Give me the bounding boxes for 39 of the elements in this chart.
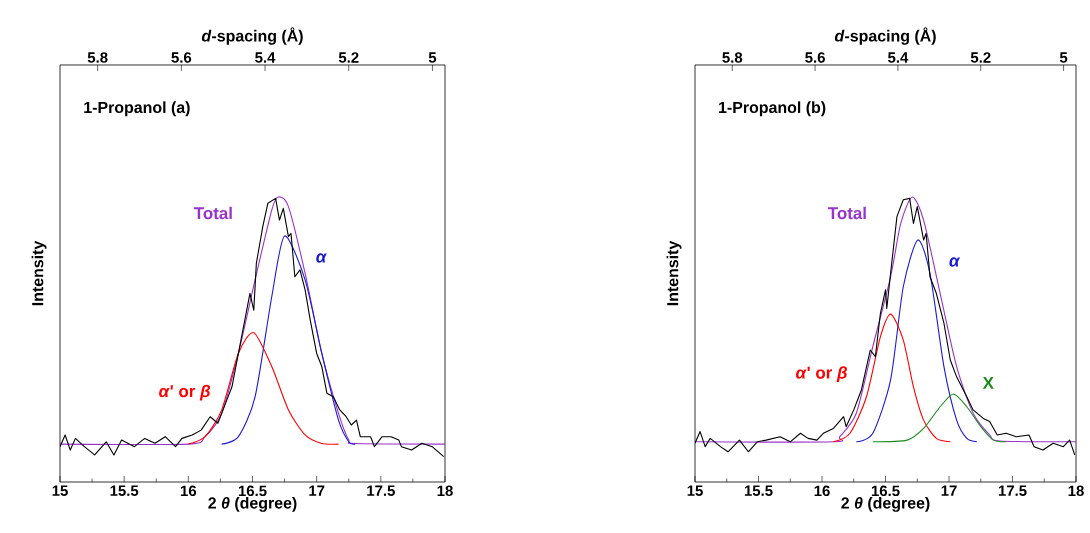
x2-tick-label: 5.6	[805, 52, 825, 63]
x-tick-label: 15.5	[744, 485, 773, 496]
x2-tick-label: 5.2	[970, 52, 991, 63]
x2-tick-label: 5.4	[888, 52, 909, 63]
y-axis-title: Intensity	[666, 240, 682, 306]
chart-title: 1-Propanol (b)	[719, 101, 826, 117]
x2-tick-label: 5.2	[338, 52, 359, 63]
series-label: α	[949, 257, 961, 267]
series-label: X	[982, 377, 994, 389]
x2-tick-label: 5.8	[87, 52, 108, 63]
x-tick-label: 18	[437, 485, 453, 497]
x2-axis-title: d-spacing (Å)	[834, 27, 936, 45]
x-tick-label: 15	[52, 485, 68, 496]
x-tick-label: 16.5	[871, 485, 900, 497]
x2-tick-label: 5	[428, 52, 437, 63]
x2-tick-label: 5	[1059, 52, 1068, 63]
x2-axis-title: d-spacing (Å)	[201, 27, 303, 45]
x2-tick-label: 5.6	[171, 52, 192, 63]
x2-tick-label: 5.4	[255, 52, 276, 63]
x2-tick-label: 5.8	[722, 52, 743, 63]
series-label: α' or β	[796, 366, 847, 383]
x-tick-label: 15	[687, 485, 703, 496]
y-axis-title: Intensity	[31, 240, 47, 306]
text: Total	[827, 206, 866, 220]
x-tick-label: 17.5	[998, 485, 1027, 496]
x-tick-label: 17.5	[367, 485, 395, 496]
x-tick-label: 18	[1068, 485, 1084, 497]
x-tick-label: 15.5	[110, 485, 139, 496]
series-label: α	[316, 253, 327, 263]
x-axis-title: 2 θ (degree)	[208, 496, 297, 512]
x-tick-label: 16	[180, 485, 197, 497]
x-tick-label: 16.5	[238, 485, 267, 497]
series-label: α' or β	[159, 384, 211, 401]
x-tick-label: 17	[309, 485, 325, 496]
x-tick-label: 16	[814, 485, 830, 497]
x-axis-title: 2 θ (degree)	[841, 496, 930, 512]
text: Total	[193, 206, 232, 220]
chart-title: 1-Propanol (a)	[84, 101, 190, 117]
x-tick-label: 17	[941, 485, 957, 496]
